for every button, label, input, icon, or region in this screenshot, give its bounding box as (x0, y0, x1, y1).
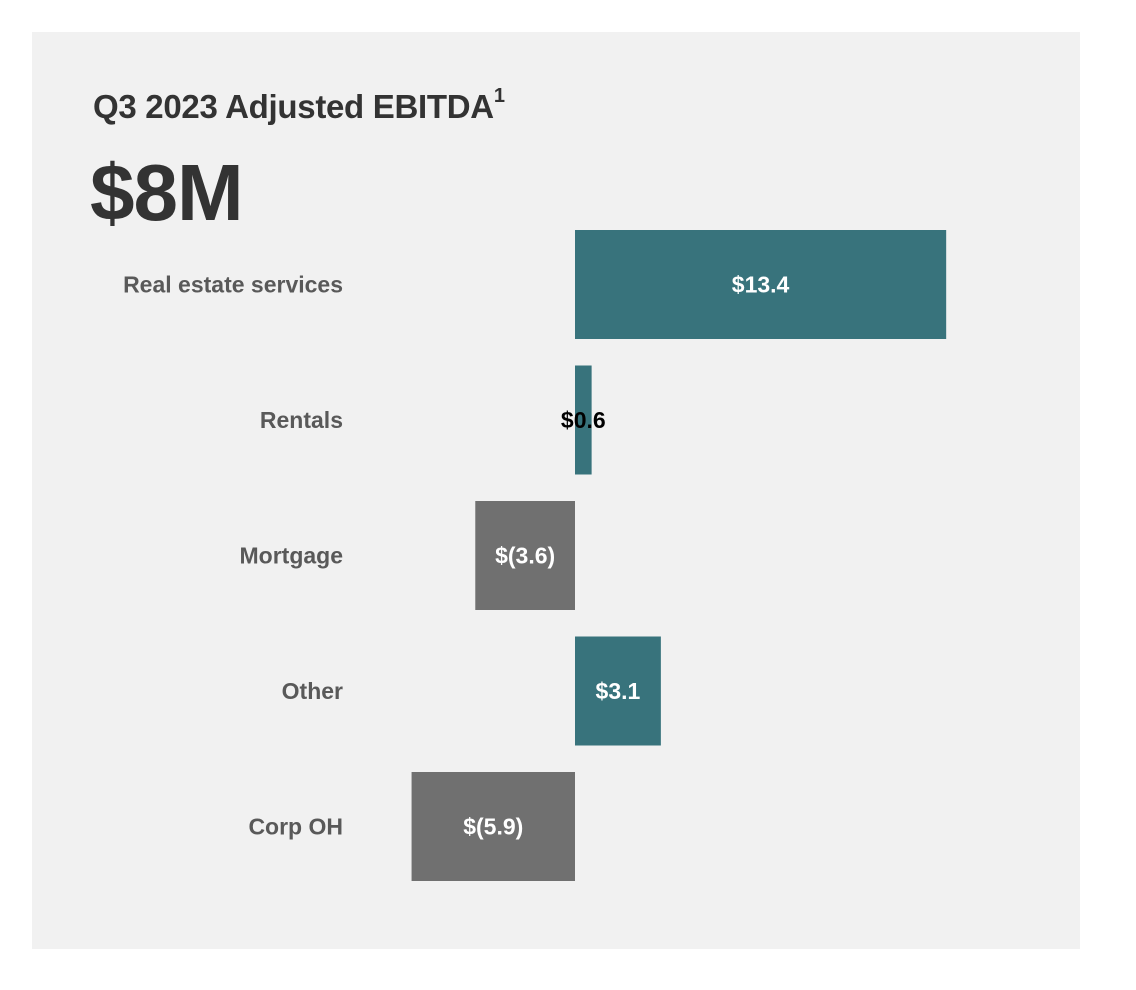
headline-value: $8M (90, 148, 244, 237)
category-label: Corp OH (248, 814, 343, 840)
bar-2 (475, 501, 575, 610)
value-label: $0.6 (561, 407, 606, 433)
chart-title: Q3 2023 Adjusted EBITDA1 (93, 85, 505, 126)
value-label: $13.4 (732, 272, 790, 298)
category-label: Real estate services (123, 272, 343, 298)
title-footnote: 1 (493, 85, 505, 107)
value-label: $(5.9) (463, 814, 523, 840)
value-label: $(3.6) (495, 543, 555, 569)
category-label: Mortgage (240, 543, 344, 569)
category-label: Other (282, 678, 343, 704)
value-label: $3.1 (596, 678, 641, 704)
category-label: Rentals (260, 407, 343, 433)
bar-3 (575, 636, 661, 746)
bar-0 (575, 230, 947, 339)
bar-4 (411, 772, 575, 881)
bar-1 (575, 365, 592, 475)
chart-title-text: Q3 2023 Adjusted EBITDA (93, 88, 494, 125)
